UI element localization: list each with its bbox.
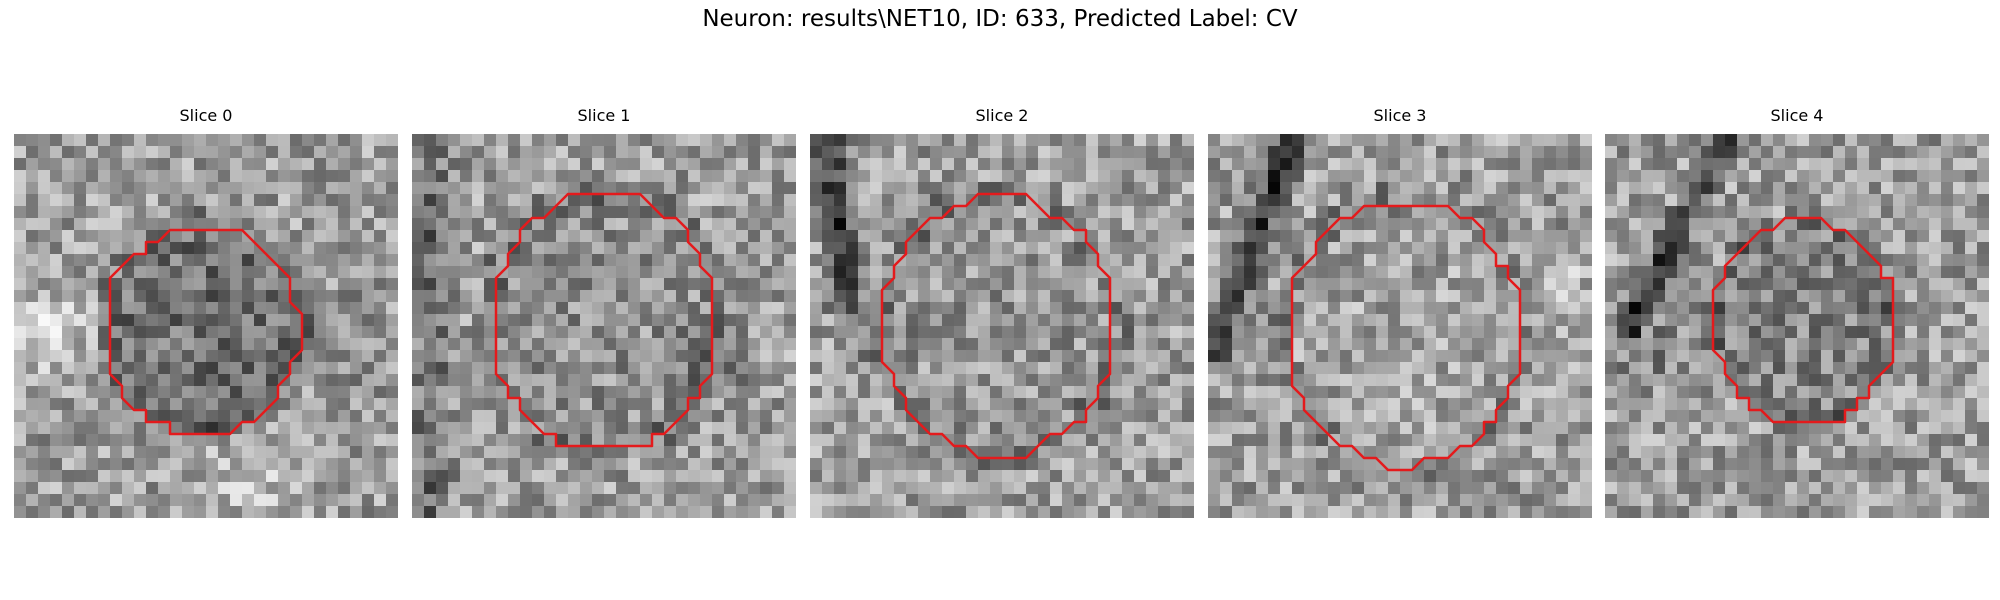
figure-title: Neuron: results\NET10, ID: 633, Predicte… [702,6,1298,32]
segmentation-contour [494,192,714,448]
slice-image [412,134,796,518]
slice-title: Slice 3 [1373,106,1427,125]
slice-panel-2: Slice 2 [810,106,1194,520]
slice-title: Slice 1 [577,106,631,125]
segmentation-contour [108,228,304,436]
slice-panel-1: Slice 1 [412,106,796,520]
pixel-grid [14,134,398,518]
segmentation-contour [1290,204,1522,472]
segmentation-contour [1711,216,1895,424]
segmentation-contour [880,192,1112,460]
pixel-grid [810,134,1194,518]
slice-title: Slice 4 [1770,106,1824,125]
slice-panel-0: Slice 0 [14,106,398,520]
pixel-grid [1605,134,1989,518]
pixel-grid [1208,134,1592,518]
slice-image [1208,134,1592,518]
slice-image [1605,134,1989,518]
slice-panel-3: Slice 3 [1208,106,1592,520]
slice-title: Slice 2 [975,106,1029,125]
slice-image [810,134,1194,518]
slice-panel-4: Slice 4 [1605,106,1989,520]
pixel-grid [412,134,796,518]
slice-image [14,134,398,518]
slice-title: Slice 0 [179,106,233,125]
